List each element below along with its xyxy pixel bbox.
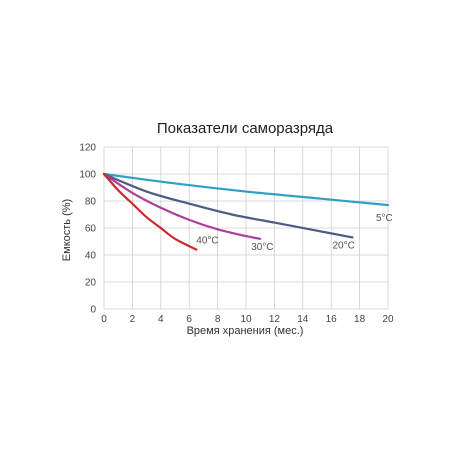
y-axis-ticks: 0 20 40 60 80 100 120 <box>79 143 96 316</box>
y-tick-label-3: 60 <box>85 224 97 235</box>
series-label-3: 40°C <box>196 236 218 247</box>
series-labels: 5°C 20°C 30°C 40°C <box>196 213 392 253</box>
x-tick-label-6: 12 <box>269 314 281 325</box>
y-axis-label: Емкость (%) <box>61 199 73 261</box>
series-line-3 <box>102 172 198 251</box>
x-tick-label-3: 6 <box>186 314 192 325</box>
series-label-2: 30°C <box>251 242 273 253</box>
x-tick-label-1: 2 <box>130 314 136 325</box>
chart-title: Показатели саморазряда <box>157 120 334 137</box>
series-label-1: 20°C <box>333 240 355 251</box>
x-tick-label-7: 14 <box>297 314 309 325</box>
chart-grid <box>103 146 389 310</box>
x-tick-label-0: 0 <box>101 314 107 325</box>
series-lines <box>102 172 390 251</box>
y-tick-label-1: 20 <box>85 278 97 289</box>
x-tick-label-5: 10 <box>240 314 252 325</box>
y-tick-label-5: 100 <box>79 170 96 181</box>
series-line-0 <box>102 172 390 207</box>
series-label-0: 5°C <box>376 213 393 224</box>
x-tick-label-4: 8 <box>215 314 221 325</box>
x-tick-label-10: 20 <box>382 314 394 325</box>
y-tick-label-2: 40 <box>85 251 97 262</box>
y-tick-label-0: 0 <box>90 305 96 316</box>
series-line-2 <box>102 172 262 240</box>
series-line-1 <box>102 172 354 239</box>
y-tick-label-6: 120 <box>79 143 96 154</box>
x-tick-label-8: 16 <box>326 314 338 325</box>
x-axis-label: Время хранения (мес.) <box>187 325 304 337</box>
x-tick-label-2: 4 <box>158 314 164 325</box>
x-tick-label-9: 18 <box>354 314 366 325</box>
y-tick-label-4: 80 <box>85 197 97 208</box>
x-axis-ticks: 0 2 4 6 8 10 12 14 16 18 20 <box>101 314 394 325</box>
